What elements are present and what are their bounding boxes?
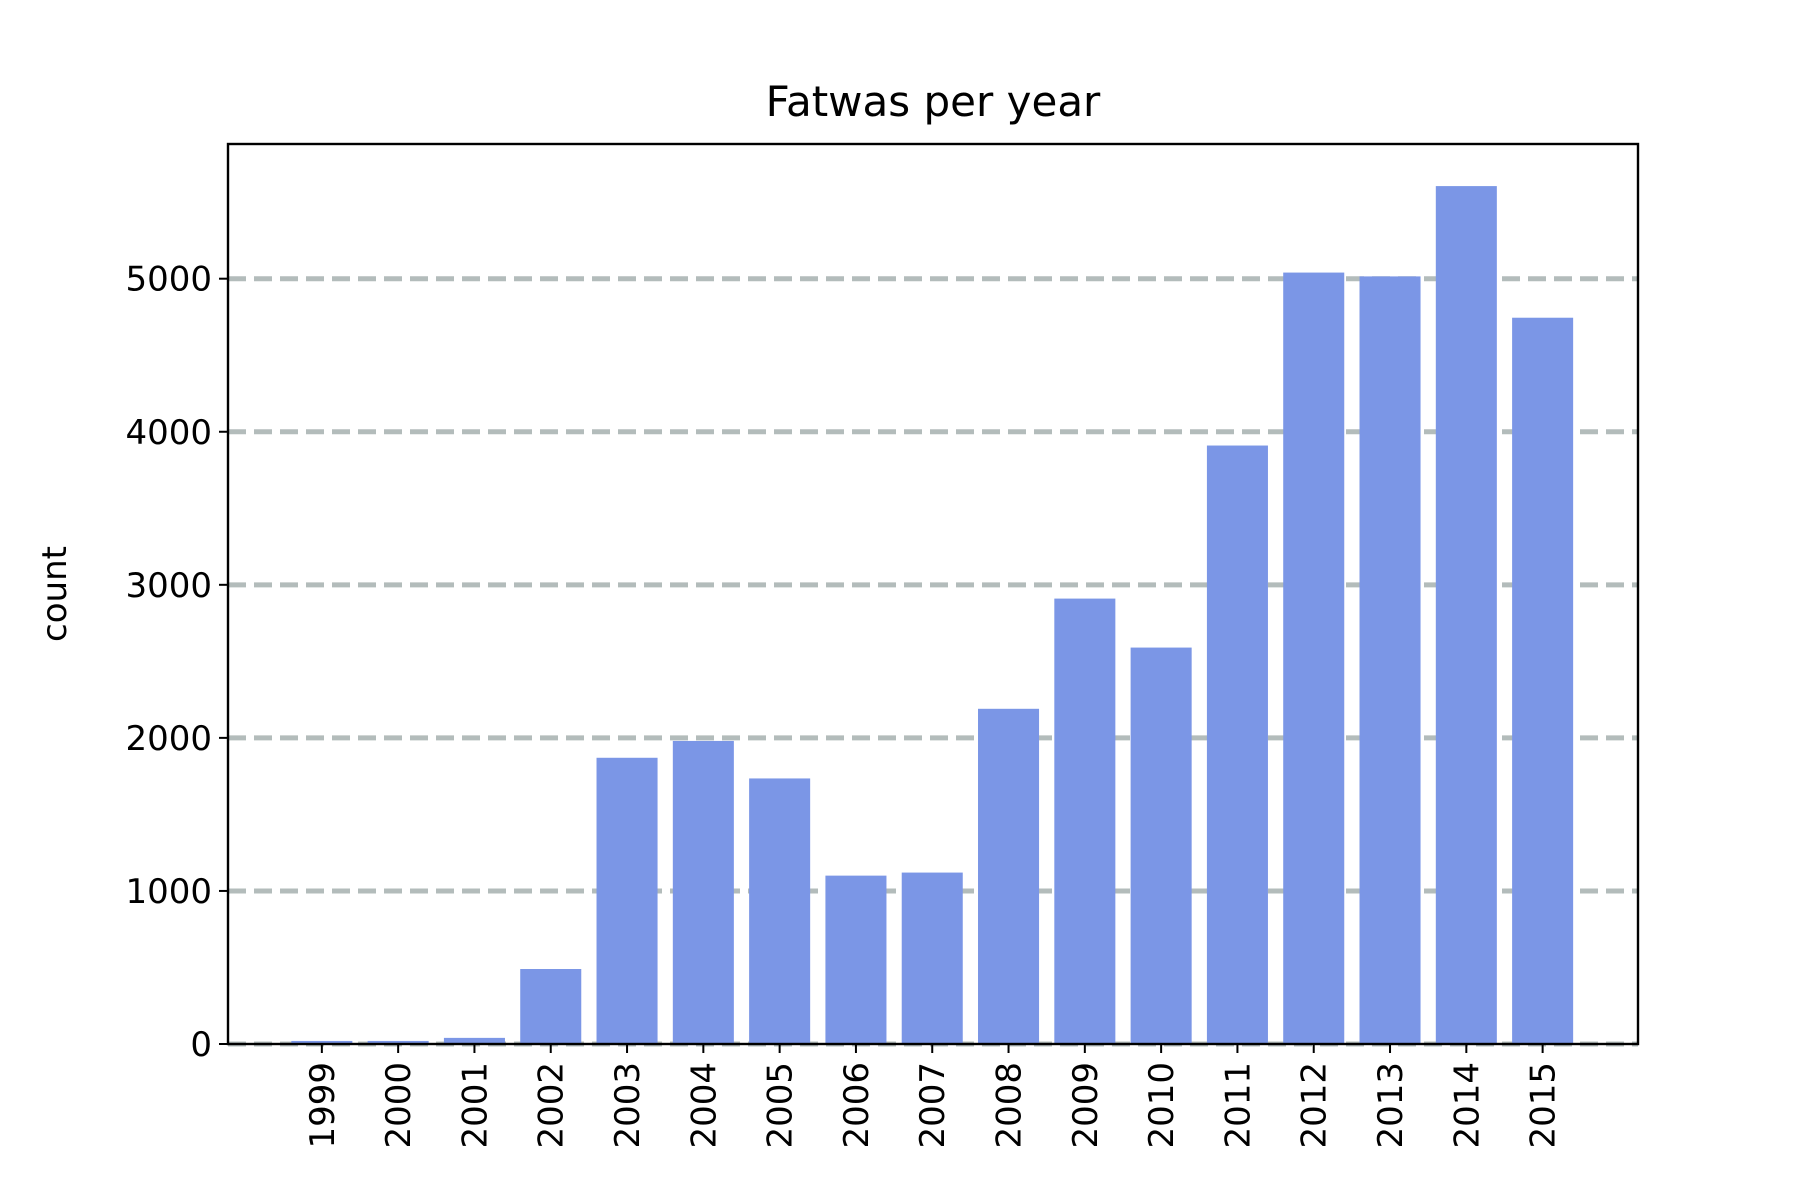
x-tick-label: 2011 [1218, 1062, 1258, 1149]
bar-2010 [1130, 647, 1192, 1044]
x-tick-label: 2002 [532, 1062, 572, 1149]
x-tick-label: 1999 [303, 1062, 343, 1149]
y-tick-label: 3000 [125, 566, 212, 606]
bar-2009 [1054, 598, 1116, 1044]
chart-title: Fatwas per year [766, 77, 1101, 126]
bar-2014 [1435, 186, 1497, 1044]
bar-2008 [978, 708, 1040, 1044]
y-tick-label: 4000 [125, 413, 212, 453]
y-axis-ticks: 0 1000 2000 3000 4000 5000 [125, 260, 228, 1065]
x-tick-label: 2004 [684, 1062, 724, 1149]
bar-2011 [1206, 445, 1268, 1044]
x-tick-label: 2001 [455, 1062, 495, 1149]
bar-2004 [672, 740, 734, 1044]
bar-1999 [291, 1040, 353, 1044]
y-tick-label: 1000 [125, 872, 212, 912]
x-tick-label: 2008 [990, 1062, 1030, 1149]
y-tick-label: 2000 [125, 719, 212, 759]
x-tick-label: 2006 [837, 1062, 877, 1149]
x-tick-label: 2013 [1371, 1062, 1411, 1149]
bar-2001 [443, 1037, 505, 1044]
bar-2015 [1512, 317, 1574, 1044]
x-tick-label: 2003 [608, 1062, 648, 1149]
x-tick-label: 2007 [913, 1062, 953, 1149]
y-axis-label: count [35, 546, 75, 642]
x-tick-label: 2014 [1447, 1062, 1487, 1149]
x-axis-ticks: 1999 2000 2001 2002 2003 2004 2005 2006 2007 2008… [303, 1044, 1564, 1149]
x-tick-label: 2010 [1142, 1062, 1182, 1149]
x-tick-label: 2015 [1524, 1062, 1564, 1149]
x-tick-label: 2005 [761, 1062, 801, 1149]
bar-2006 [825, 875, 887, 1044]
x-tick-label: 2009 [1066, 1062, 1106, 1149]
bar-2000 [367, 1040, 429, 1044]
x-tick-label: 2000 [379, 1062, 419, 1149]
bar-2002 [520, 969, 582, 1044]
bar-2007 [901, 872, 963, 1044]
bar-2012 [1283, 272, 1345, 1045]
bar-2013 [1359, 276, 1421, 1044]
bar-2005 [749, 778, 811, 1044]
bars [291, 186, 1574, 1045]
x-tick-label: 2012 [1295, 1062, 1335, 1149]
y-tick-label: 0 [190, 1025, 212, 1065]
y-tick-label: 5000 [125, 260, 212, 300]
bar-2003 [596, 757, 658, 1044]
